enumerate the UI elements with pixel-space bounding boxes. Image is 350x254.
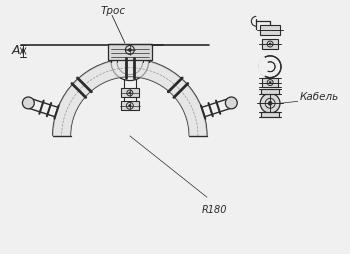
Circle shape (128, 49, 131, 51)
Circle shape (267, 41, 273, 47)
Circle shape (269, 82, 271, 84)
Circle shape (22, 97, 34, 109)
Text: A: A (12, 44, 20, 57)
Circle shape (126, 102, 133, 109)
Circle shape (269, 43, 271, 45)
Circle shape (260, 93, 280, 113)
Circle shape (268, 101, 272, 105)
Polygon shape (53, 59, 207, 136)
Bar (121, 88, 139, 97)
Bar (262, 78, 278, 87)
Wedge shape (258, 56, 271, 77)
Text: R180: R180 (202, 205, 228, 215)
Circle shape (127, 90, 133, 96)
Bar (121, 101, 139, 110)
Circle shape (125, 45, 134, 54)
Bar (261, 89, 279, 94)
Text: Трос: Трос (100, 6, 125, 17)
Circle shape (225, 97, 237, 109)
Bar (108, 44, 152, 60)
Text: Кабель: Кабель (300, 92, 339, 102)
Bar (261, 112, 279, 117)
Bar (260, 25, 280, 35)
Circle shape (267, 80, 273, 86)
Circle shape (129, 92, 131, 94)
Circle shape (129, 105, 131, 107)
Bar (262, 39, 278, 49)
